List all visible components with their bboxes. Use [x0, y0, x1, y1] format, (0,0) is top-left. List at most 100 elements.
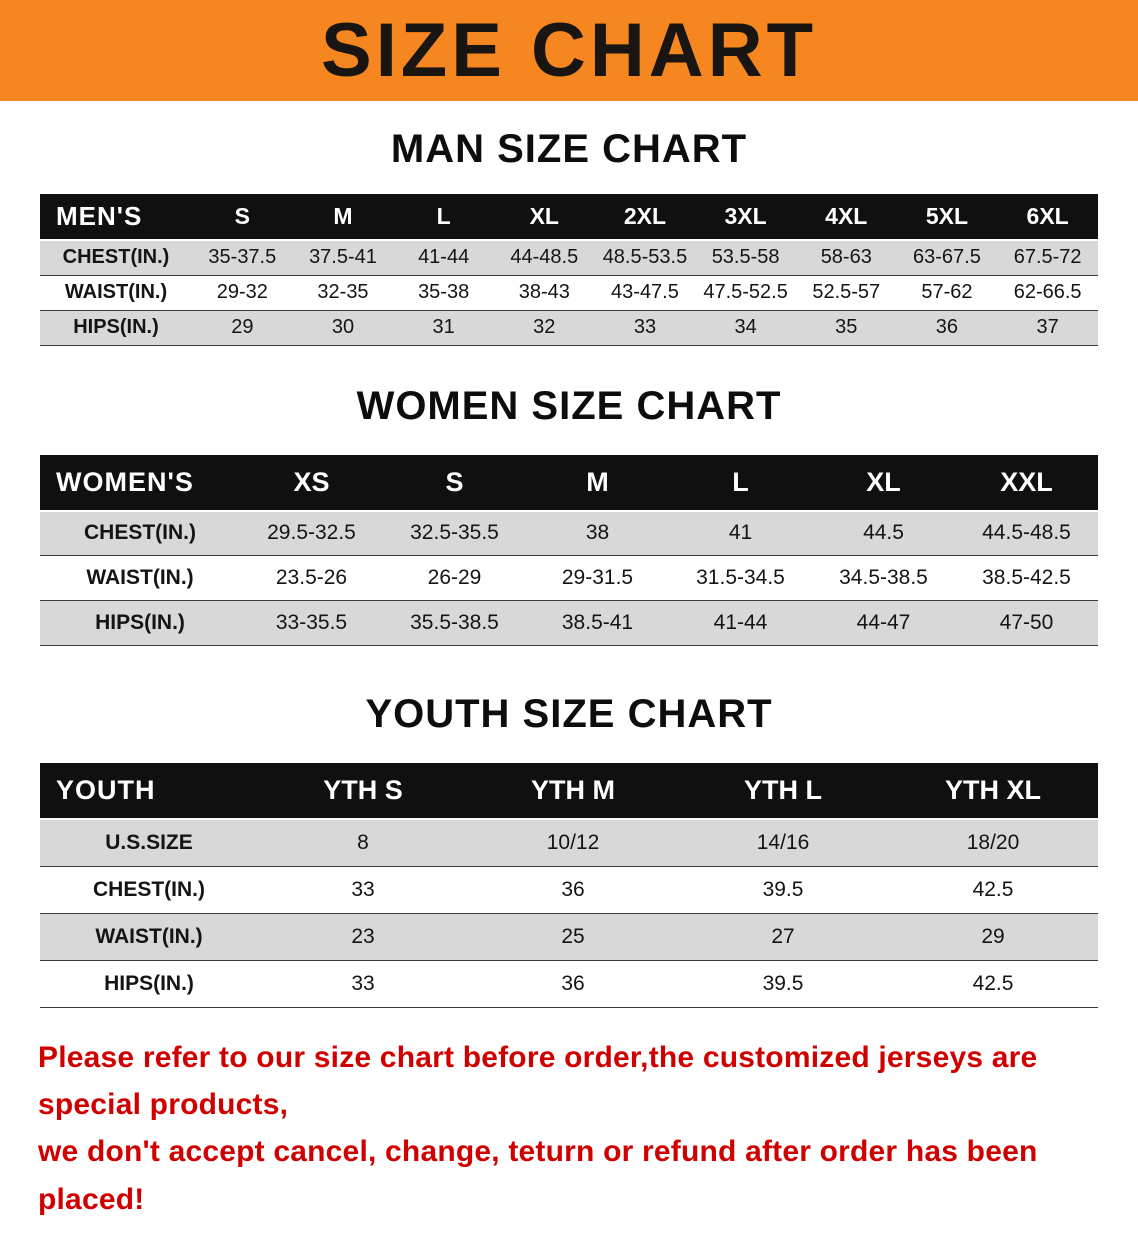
- size-value-cell: 52.5-57: [795, 274, 897, 311]
- size-column-header: YTH M: [468, 763, 678, 820]
- size-column-header: YTH L: [678, 763, 888, 820]
- measurement-row-label: WAIST(IN.): [40, 912, 258, 961]
- size-value-cell: 14/16: [678, 818, 888, 867]
- size-value-cell: 18/20: [888, 818, 1098, 867]
- size-value-cell: 32-35: [292, 274, 394, 311]
- men-chart-heading: MAN SIZE CHART: [390, 127, 748, 171]
- size-value-cell: 42.5: [888, 959, 1098, 1008]
- disclaimer-line-1: Please refer to our size chart before or…: [38, 1040, 1038, 1121]
- size-column-header: XS: [240, 454, 383, 512]
- size-value-cell: 23.5-26: [240, 555, 383, 601]
- table-corner-label: WOMEN'S: [40, 454, 240, 512]
- size-value-cell: 38-43: [493, 274, 595, 311]
- size-value-cell: 33-35.5: [240, 600, 383, 646]
- size-column-header: 6XL: [997, 194, 1098, 241]
- size-value-cell: 44-47: [812, 600, 955, 646]
- size-value-cell: 29-31.5: [526, 555, 669, 601]
- women-size-chart-section: WOMEN SIZE CHART WOMEN'S XS S M L XL XXL CHEST(…: [0, 383, 1138, 646]
- women-size-table: WOMEN'S XS S M L XL XXL CHEST(IN.) 29.5-32.5 32.5…: [40, 454, 1098, 646]
- measurement-row: U.S.SIZE 8 10/12 14/16 18/20: [40, 818, 1098, 867]
- size-value-cell: 48.5-53.5: [594, 239, 696, 276]
- size-value-cell: 35-37.5: [192, 239, 293, 276]
- size-value-cell: 37: [997, 309, 1098, 346]
- size-value-cell: 29.5-32.5: [240, 510, 383, 556]
- size-value-cell: 47-50: [955, 600, 1098, 646]
- size-column-header: 4XL: [795, 194, 897, 241]
- measurement-row: CHEST(IN.) 29.5-32.5 32.5-35.5 38 41 44.5 44.5…: [40, 510, 1098, 556]
- measurement-row: HIPS(IN.) 33 36 39.5 42.5: [40, 959, 1098, 1008]
- size-value-cell: 33: [594, 309, 696, 346]
- youth-size-table: YOUTH YTH S YTH M YTH L YTH XL U.S.SIZE 8 10/12…: [40, 763, 1098, 1008]
- measurement-row-label: HIPS(IN.): [40, 959, 258, 1008]
- disclaimer-line-2: we don't accept cancel, change, teturn o…: [38, 1135, 1038, 1216]
- measurement-row-label: HIPS(IN.): [40, 600, 240, 646]
- size-value-cell: 25: [468, 912, 678, 961]
- size-value-cell: 41-44: [393, 239, 494, 276]
- size-value-cell: 35-38: [393, 274, 494, 311]
- youth-chart-heading: YOUTH SIZE CHART: [365, 692, 773, 736]
- page-title: SIZE CHART: [321, 7, 817, 93]
- size-header-row: YOUTH YTH S YTH M YTH L YTH XL: [40, 763, 1098, 820]
- men-size-chart-section: MAN SIZE CHART MEN'S S M L XL 2XL 3XL 4XL 5XL 6XL…: [0, 127, 1138, 346]
- size-value-cell: 33: [258, 959, 468, 1008]
- size-column-header: YTH XL: [888, 763, 1098, 820]
- size-value-cell: 34.5-38.5: [812, 555, 955, 601]
- measurement-row: HIPS(IN.) 33-35.5 35.5-38.5 38.5-41 41-44 44-…: [40, 600, 1098, 646]
- size-value-cell: 39.5: [678, 959, 888, 1008]
- size-column-header: M: [292, 194, 394, 241]
- size-value-cell: 35.5-38.5: [383, 600, 526, 646]
- size-column-header: S: [383, 454, 526, 512]
- size-column-header: XXL: [955, 454, 1098, 512]
- size-value-cell: 58-63: [795, 239, 897, 276]
- size-value-cell: 38: [526, 510, 669, 556]
- measurement-row-label: CHEST(IN.): [40, 239, 192, 276]
- size-column-header: 5XL: [896, 194, 998, 241]
- size-value-cell: 36: [468, 959, 678, 1008]
- size-column-header: L: [669, 454, 812, 512]
- size-value-cell: 34: [695, 309, 796, 346]
- size-value-cell: 67.5-72: [997, 239, 1098, 276]
- size-value-cell: 41-44: [669, 600, 812, 646]
- size-value-cell: 62-66.5: [997, 274, 1098, 311]
- size-header-row: MEN'S S M L XL 2XL 3XL 4XL 5XL 6XL: [40, 194, 1098, 241]
- measurement-row-label: HIPS(IN.): [40, 309, 192, 346]
- size-value-cell: 44.5-48.5: [955, 510, 1098, 556]
- size-value-cell: 36: [468, 865, 678, 914]
- men-size-table: MEN'S S M L XL 2XL 3XL 4XL 5XL 6XL CHEST(IN.) 35-37…: [40, 194, 1098, 346]
- size-value-cell: 29: [192, 309, 293, 346]
- size-value-cell: 30: [292, 309, 394, 346]
- youth-size-chart-section: YOUTH SIZE CHART YOUTH YTH S YTH M YTH L YTH…: [0, 692, 1138, 1008]
- measurement-row-label: CHEST(IN.): [40, 510, 240, 556]
- size-value-cell: 10/12: [468, 818, 678, 867]
- measurement-row-label: CHEST(IN.): [40, 865, 258, 914]
- measurement-row-label: WAIST(IN.): [40, 274, 192, 311]
- measurement-row-label: WAIST(IN.): [40, 555, 240, 601]
- disclaimer-text: Please refer to our size chart before or…: [38, 1034, 1100, 1224]
- size-column-header: S: [192, 194, 293, 241]
- size-value-cell: 29-32: [192, 274, 293, 311]
- size-value-cell: 53.5-58: [695, 239, 796, 276]
- size-value-cell: 47.5-52.5: [695, 274, 796, 311]
- size-value-cell: 23: [258, 912, 468, 961]
- size-header-row: WOMEN'S XS S M L XL XXL: [40, 454, 1098, 512]
- charts-container: MAN SIZE CHART MEN'S S M L XL 2XL 3XL 4XL 5XL 6XL…: [0, 127, 1138, 1008]
- measurement-row: WAIST(IN.) 23.5-26 26-29 29-31.5 31.5-34.5 34…: [40, 555, 1098, 601]
- size-value-cell: 63-67.5: [896, 239, 998, 276]
- size-column-header: XL: [812, 454, 955, 512]
- size-column-header: M: [526, 454, 669, 512]
- measurement-row: WAIST(IN.) 29-32 32-35 35-38 38-43 43-47.5 47.…: [40, 274, 1098, 311]
- size-value-cell: 41: [669, 510, 812, 556]
- size-column-header: 3XL: [695, 194, 796, 241]
- size-value-cell: 26-29: [383, 555, 526, 601]
- women-chart-heading: WOMEN SIZE CHART: [356, 383, 782, 428]
- size-value-cell: 37.5-41: [292, 239, 394, 276]
- size-value-cell: 32.5-35.5: [383, 510, 526, 556]
- size-column-header: XL: [493, 194, 595, 241]
- size-value-cell: 44.5: [812, 510, 955, 556]
- table-corner-label: MEN'S: [40, 194, 192, 241]
- table-corner-label: YOUTH: [40, 763, 258, 820]
- size-value-cell: 38.5-41: [526, 600, 669, 646]
- measurement-row: WAIST(IN.) 23 25 27 29: [40, 912, 1098, 961]
- measurement-row-label: U.S.SIZE: [40, 818, 258, 867]
